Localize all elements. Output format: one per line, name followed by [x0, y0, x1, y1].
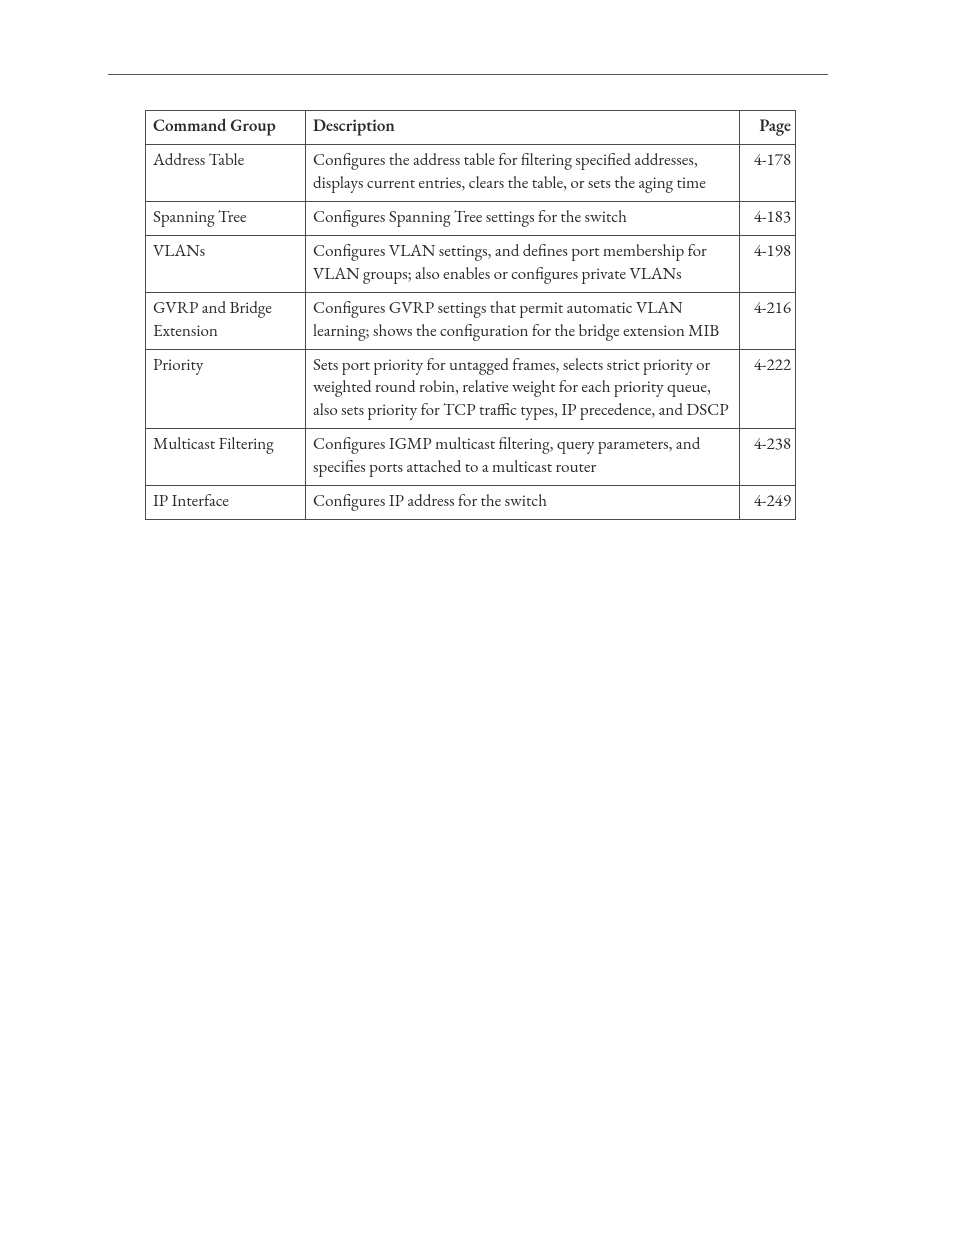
- cell-description: Sets port priority for untagged frames, …: [306, 349, 740, 429]
- table-header-row: Command Group Description Page: [146, 111, 796, 145]
- col-header-description: Description: [306, 111, 740, 145]
- cell-command-group: Spanning Tree: [146, 201, 306, 235]
- col-header-command-group: Command Group: [146, 111, 306, 145]
- command-group-table-wrap: Command Group Description Page Address T…: [145, 110, 795, 520]
- cell-description: Configures IP address for the switch: [306, 486, 740, 520]
- cell-description: Configures VLAN settings, and defines po…: [306, 235, 740, 292]
- col-header-page: Page: [740, 111, 796, 145]
- cell-page: 4-198: [740, 235, 796, 292]
- table-row: Priority Sets port priority for untagged…: [146, 349, 796, 429]
- cell-command-group: Address Table: [146, 144, 306, 201]
- cell-command-group: IP Interface: [146, 486, 306, 520]
- table-row: Multicast Filtering Configures IGMP mult…: [146, 429, 796, 486]
- header-rule: [108, 74, 828, 75]
- cell-description: Configures Spanning Tree settings for th…: [306, 201, 740, 235]
- table-row: VLANs Configures VLAN settings, and defi…: [146, 235, 796, 292]
- cell-command-group: Priority: [146, 349, 306, 429]
- table-row: Spanning Tree Configures Spanning Tree s…: [146, 201, 796, 235]
- cell-page: 4-222: [740, 349, 796, 429]
- table-row: IP Interface Configures IP address for t…: [146, 486, 796, 520]
- cell-page: 4-183: [740, 201, 796, 235]
- cell-command-group: VLANs: [146, 235, 306, 292]
- cell-page: 4-238: [740, 429, 796, 486]
- table-row: GVRP and Bridge Extension Configures GVR…: [146, 292, 796, 349]
- table-row: Address Table Configures the address tab…: [146, 144, 796, 201]
- cell-description: Configures IGMP multicast filtering, que…: [306, 429, 740, 486]
- cell-command-group: GVRP and Bridge Extension: [146, 292, 306, 349]
- cell-description: Configures the address table for filteri…: [306, 144, 740, 201]
- cell-page: 4-216: [740, 292, 796, 349]
- document-page: Command Group Description Page Address T…: [0, 0, 954, 1235]
- cell-command-group: Multicast Filtering: [146, 429, 306, 486]
- cell-page: 4-178: [740, 144, 796, 201]
- cell-description: Configures GVRP settings that permit aut…: [306, 292, 740, 349]
- cell-page: 4-249: [740, 486, 796, 520]
- command-group-table: Command Group Description Page Address T…: [145, 110, 796, 520]
